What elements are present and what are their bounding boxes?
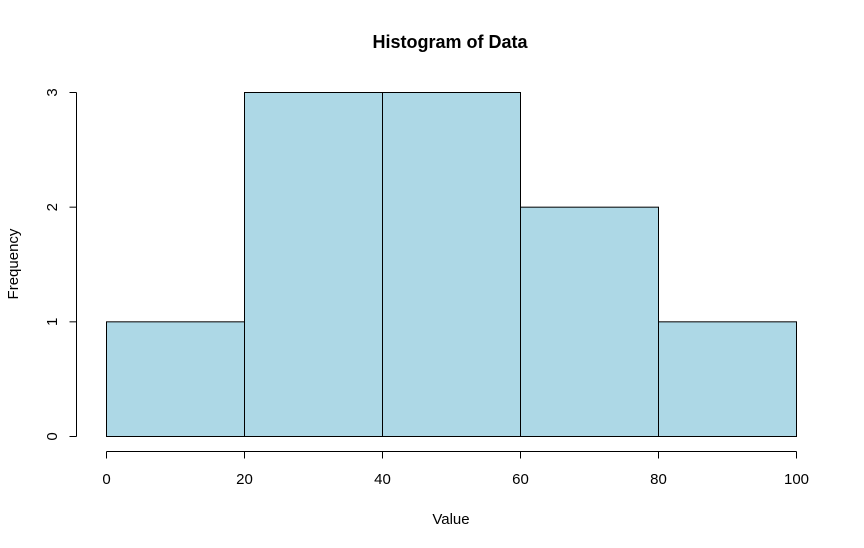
x-tick-label: 40 — [374, 471, 391, 488]
y-tick-label: 2 — [44, 203, 61, 211]
y-tick-label: 0 — [44, 432, 61, 440]
histogram-bar-4 — [658, 321, 797, 438]
chart-title: Histogram of Data — [372, 32, 528, 52]
y-axis: 0 1 2 3 — [44, 88, 77, 441]
histogram-bar-3 — [520, 206, 659, 437]
x-tick-label: 60 — [512, 471, 529, 488]
histogram-bar-0 — [106, 321, 245, 438]
x-tick-label: 80 — [650, 471, 667, 488]
y-tick-label: 3 — [44, 88, 61, 96]
x-tick-label: 0 — [102, 471, 110, 488]
x-tick-label: 100 — [784, 471, 809, 488]
y-tick-label: 1 — [44, 318, 61, 326]
x-axis: 0 20 40 60 80 100 — [102, 451, 809, 488]
x-axis-label: Value — [432, 511, 469, 528]
histogram-bar-1 — [244, 92, 383, 437]
y-axis-label: Frequency — [5, 228, 22, 299]
x-tick-label: 20 — [236, 471, 253, 488]
histogram-bar-2 — [382, 92, 521, 437]
bars-group — [106, 92, 797, 438]
